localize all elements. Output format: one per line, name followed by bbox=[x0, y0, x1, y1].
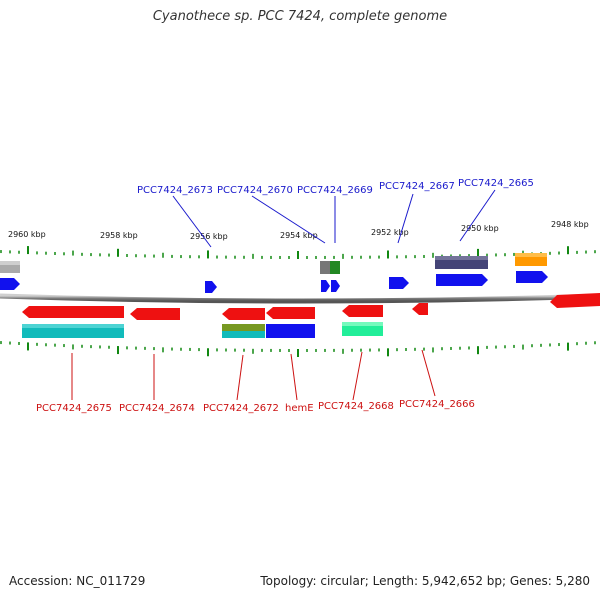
kbp-label: 2956 kbp bbox=[190, 232, 228, 241]
gene-label-bottom[interactable]: PCC7424_2668 bbox=[318, 401, 394, 412]
accession-text: Accession: NC_011729 bbox=[9, 574, 146, 588]
tick-marks-bottom bbox=[0, 341, 596, 357]
genome-backbone bbox=[0, 293, 600, 304]
gene-arrow-red[interactable] bbox=[550, 293, 600, 308]
gene-block-olive[interactable] bbox=[222, 324, 265, 331]
gene-label-top[interactable]: PCC7424_2673 bbox=[137, 185, 213, 196]
top-label-connectors bbox=[172, 189, 496, 248]
kbp-label: 2960 kbp bbox=[8, 230, 46, 239]
gene-label-top[interactable]: PCC7424_2669 bbox=[297, 185, 373, 196]
gene-arrow-red[interactable] bbox=[412, 303, 428, 315]
gene-arrow-blue[interactable] bbox=[389, 277, 409, 289]
gene-arrow-blue[interactable] bbox=[321, 280, 330, 292]
topology-text: Topology: circular; Length: 5,942,652 bp… bbox=[260, 574, 590, 588]
gene-arrow-red[interactable] bbox=[130, 308, 180, 320]
gene-arrow-blue[interactable] bbox=[516, 271, 548, 283]
gene-label-top[interactable]: PCC7424_2667 bbox=[379, 181, 455, 192]
gene-arrow-blue[interactable] bbox=[0, 278, 20, 290]
gene-arrow-red[interactable] bbox=[222, 308, 265, 320]
gene-label-bottom[interactable]: PCC7424_2672 bbox=[203, 403, 279, 414]
gene-label-top[interactable]: PCC7424_2670 bbox=[217, 185, 293, 196]
kbp-label: 2954 kbp bbox=[280, 231, 318, 240]
gene-arrow-blue[interactable] bbox=[205, 281, 217, 293]
upper-features bbox=[0, 253, 547, 274]
upper-arrows bbox=[0, 271, 548, 293]
lower-features bbox=[22, 322, 383, 338]
gene-arrow-red[interactable] bbox=[266, 307, 315, 319]
gene-arrow-blue[interactable] bbox=[331, 280, 340, 292]
gene-arrow-red[interactable] bbox=[342, 305, 383, 317]
genome-title: Cyanothece sp. PCC 7424, complete genome bbox=[152, 9, 448, 24]
gene-block-cyan[interactable] bbox=[222, 331, 265, 338]
gene-label-bottom[interactable]: hemE bbox=[285, 403, 314, 414]
bottom-label-connectors bbox=[71, 349, 436, 401]
gene-label-top[interactable]: PCC7424_2665 bbox=[458, 178, 534, 189]
gene-arrow-red[interactable] bbox=[22, 306, 124, 318]
gene-block-blue[interactable] bbox=[266, 324, 315, 338]
gene-block-green[interactable] bbox=[330, 261, 340, 274]
kbp-label: 2958 kbp bbox=[100, 231, 138, 240]
kbp-label: 2950 kbp bbox=[461, 224, 499, 233]
tick-marks-top bbox=[0, 246, 596, 259]
lower-arrows bbox=[22, 293, 600, 320]
gene-label-bottom[interactable]: PCC7424_2666 bbox=[399, 399, 475, 410]
kbp-label: 2952 kbp bbox=[371, 228, 409, 237]
gene-arrow-blue[interactable] bbox=[436, 274, 488, 286]
gene-label-bottom[interactable]: PCC7424_2674 bbox=[119, 403, 195, 414]
kbp-label: 2948 kbp bbox=[551, 220, 589, 229]
gene-label-bottom[interactable]: PCC7424_2675 bbox=[36, 403, 112, 414]
gene-block-gray[interactable] bbox=[320, 261, 330, 274]
